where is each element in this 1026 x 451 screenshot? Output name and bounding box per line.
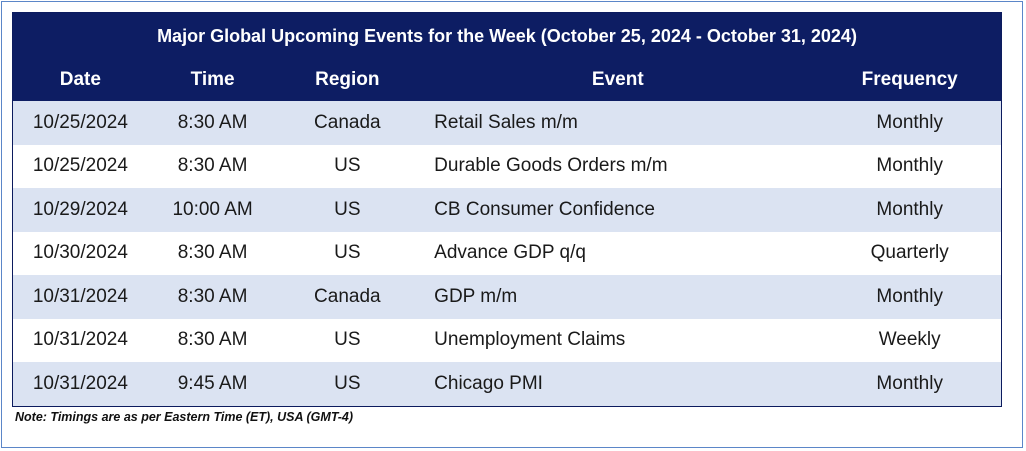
cell-time: 8:30 AM [177, 242, 248, 264]
table-row: 10/31/2024 9:45 AM US Chicago PMI Monthl… [13, 362, 1001, 406]
cell-event: Durable Goods Orders m/m [434, 155, 668, 177]
cell-region: US [334, 155, 361, 177]
cell-region: US [334, 372, 361, 394]
table-header-row: Date Time Region Event Frequency [13, 59, 1001, 101]
table-row: 10/31/2024 8:30 AM US Unemployment Claim… [13, 318, 1001, 362]
cell-date: 10/30/2024 [32, 242, 128, 264]
cell-event: Advance GDP q/q [434, 242, 586, 264]
cell-region: Canada [314, 285, 381, 307]
cell-time: 8:30 AM [177, 155, 248, 177]
cell-frequency: Monthly [876, 198, 943, 220]
cell-time: 9:45 AM [177, 372, 248, 394]
cell-date: 10/29/2024 [32, 198, 128, 220]
cell-event: CB Consumer Confidence [434, 198, 655, 220]
column-header-time: Time [190, 69, 235, 90]
cell-frequency: Quarterly [870, 242, 949, 264]
column-header-frequency: Frequency [861, 69, 958, 90]
column-header-date: Date [59, 69, 101, 90]
cell-date: 10/25/2024 [32, 155, 128, 177]
cell-time: 8:30 AM [177, 111, 248, 133]
cell-frequency: Monthly [876, 111, 943, 133]
cell-frequency: Monthly [876, 285, 943, 307]
cell-date: 10/31/2024 [32, 372, 128, 394]
cell-region: US [334, 329, 361, 351]
cell-time: 10:00 AM [172, 198, 253, 220]
cell-date: 10/31/2024 [32, 285, 128, 307]
timezone-note: Note: Timings are as per Eastern Time (E… [15, 410, 354, 424]
cell-frequency: Monthly [876, 155, 943, 177]
column-header-event: Event [591, 69, 644, 90]
cell-frequency: Weekly [878, 329, 941, 351]
cell-date: 10/31/2024 [32, 329, 128, 351]
table-row: 10/25/2024 8:30 AM US Durable Goods Orde… [13, 144, 1001, 188]
column-header-region: Region [315, 69, 380, 90]
cell-time: 8:30 AM [177, 285, 248, 307]
cell-event: Retail Sales m/m [434, 111, 578, 133]
cell-region: Canada [314, 111, 381, 133]
cell-date: 10/25/2024 [32, 111, 128, 133]
cell-event: Chicago PMI [434, 372, 543, 394]
table-title: Major Global Upcoming Events for the Wee… [13, 13, 1001, 59]
table-row: 10/30/2024 8:30 AM US Advance GDP q/q Qu… [13, 231, 1001, 275]
cell-event: GDP m/m [434, 285, 518, 307]
table-row: 10/29/2024 10:00 AM US CB Consumer Confi… [13, 188, 1001, 232]
cell-event: Unemployment Claims [434, 329, 626, 351]
cell-time: 8:30 AM [177, 329, 248, 351]
cell-region: US [334, 242, 361, 264]
table-row: 10/31/2024 8:30 AM Canada GDP m/m Monthl… [13, 275, 1001, 319]
cell-region: US [334, 198, 361, 220]
table-row: 10/25/2024 8:30 AM Canada Retail Sales m… [13, 101, 1001, 145]
events-table: Major Global Upcoming Events for the Wee… [12, 12, 1002, 407]
cell-frequency: Monthly [876, 372, 943, 394]
